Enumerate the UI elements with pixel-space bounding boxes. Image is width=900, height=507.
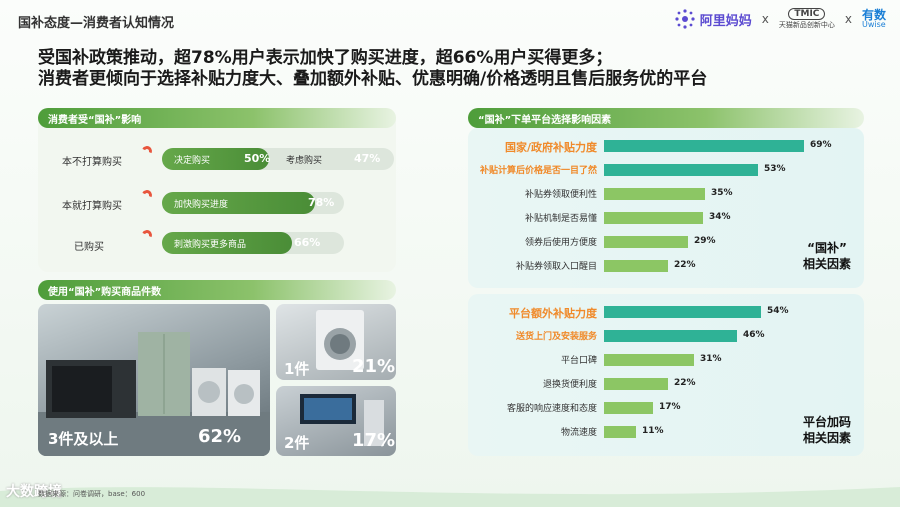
factors-header: “国补”下单平台选择影响因素 [468, 108, 864, 128]
cross-separator: x [844, 12, 852, 26]
factor-bar [604, 236, 688, 248]
factor-bar [604, 426, 636, 438]
influence-header: 消费者受“国补”影响 [38, 108, 396, 128]
appliance-image-large: 3件及以上 62% [38, 304, 270, 456]
influence-bar-fill [162, 232, 292, 254]
uwise-logo: 有数 Uwise [862, 9, 886, 29]
influence-bar-text: 刺激购买更多商品 [174, 240, 247, 250]
group-tag-line: 平台加码 [802, 415, 851, 429]
influence-bar-value: 66% [294, 236, 321, 249]
uwise-subtext: Uwise [861, 20, 886, 29]
headline-line-2: 消费者更倾向于选择补贴力度大、叠加额外补贴、优惠明确/价格透明且售后服务优的平台 [38, 69, 708, 89]
factor-value: 53% [764, 164, 786, 174]
factor-bar [604, 212, 703, 224]
washer-illustration [316, 310, 364, 370]
headline: 受国补政策推动，超78%用户表示加快了购买进度，超66%用户买得更多； 消费者更… [38, 48, 707, 90]
influence-bar: 刺激购买更多商品 66% [162, 232, 344, 254]
factor-label: 补贴券领取便利性 [524, 190, 597, 200]
factor-bar [604, 188, 705, 200]
pieces-header: 使用“国补”购买商品件数 [38, 280, 396, 300]
influence-bar: 加快购买进度 78% [162, 192, 344, 214]
factor-label: 补贴计算后价格是否一目了然 [479, 166, 597, 176]
logo-bar: 阿里妈妈 x TMIC 天猫新品创新中心 x 有数 Uwise [674, 8, 886, 30]
factor-group-bg [468, 294, 864, 456]
factor-label: 送货上门及安装服务 [515, 332, 597, 342]
influence-bar-text: 加快购买进度 [174, 200, 229, 210]
factor-bar [604, 330, 737, 342]
pieces-label: 3件及以上 [48, 430, 119, 448]
footer-brand: 大数跨境 [6, 484, 62, 500]
pieces-label: 1件 [284, 360, 310, 378]
pieces-label: 2件 [284, 434, 310, 452]
alimama-icon [675, 9, 695, 29]
appliance-image-tv: 2件 17% [276, 386, 396, 456]
influence-bar-fill [162, 192, 315, 214]
influence-bar-value: 50% [244, 152, 271, 165]
factor-bar [604, 402, 653, 414]
factor-value: 69% [810, 140, 832, 150]
group-tag-line: “国补” [807, 241, 847, 255]
influence-row-label: 本就打算购买 [62, 201, 122, 212]
factor-value: 11% [642, 426, 664, 436]
factor-value: 31% [700, 354, 722, 364]
factor-value: 35% [711, 188, 733, 198]
influence-bar-text-secondary: 考虑购买 [286, 156, 323, 166]
influence-bar-text: 决定购买 [174, 156, 211, 166]
tmic-subtext: 天猫新品创新中心 [778, 21, 835, 29]
influence-bar: 决定购买 50% 考虑购买 47% [162, 148, 394, 170]
factor-label: 物流速度 [560, 428, 597, 438]
factor-bar [604, 354, 694, 366]
alimama-text: 阿里妈妈 [699, 13, 752, 29]
appliance-illustration [38, 332, 270, 456]
factor-value: 46% [743, 330, 765, 340]
footer-wave [0, 487, 900, 507]
factor-label: 退换货便利度 [542, 380, 597, 390]
factor-label: 国家/政府补贴力度 [504, 141, 597, 154]
cross-separator: x [761, 12, 769, 26]
factor-value: 22% [674, 260, 696, 270]
factor-bar [604, 164, 758, 176]
tmic-text: TMIC [788, 8, 826, 20]
pieces-value: 62% [198, 426, 242, 447]
influence-bar-fill [162, 148, 269, 170]
group-tag: “国补” 相关因素 [790, 240, 864, 272]
influence-bar-value-secondary: 47% [354, 152, 381, 165]
appliance-image-washer: 1件 21% [276, 304, 396, 380]
group-tag: 平台加码 相关因素 [790, 414, 864, 446]
factor-label: 客服的响应速度和态度 [506, 404, 597, 414]
factor-bar [604, 260, 668, 272]
factor-label: 平台额外补贴力度 [509, 307, 597, 320]
group-tag-line: 相关因素 [802, 431, 851, 445]
alimama-logo: 阿里妈妈 [674, 8, 752, 30]
influence-bar-value: 78% [308, 196, 335, 209]
source-note: 数据来源：问卷调研，base：600 [38, 490, 146, 498]
factor-label: 补贴机制是否易懂 [524, 214, 597, 224]
factor-value: 54% [767, 306, 789, 316]
factor-value: 17% [659, 402, 681, 412]
factor-bar [604, 140, 804, 152]
page-title: 国补态度—消费者认知情况 [18, 16, 175, 31]
uwise-text: 有数 [861, 8, 886, 22]
pieces-value: 21% [352, 356, 396, 377]
factor-label: 领券后使用方便度 [524, 238, 597, 248]
factor-value: 22% [674, 378, 696, 388]
group-tag-line: 相关因素 [802, 257, 851, 271]
headline-line-1: 受国补政策推动，超78%用户表示加快了购买进度，超66%用户买得更多； [38, 48, 613, 68]
factor-value: 34% [709, 212, 731, 222]
factor-value: 29% [694, 236, 716, 246]
factor-bar [604, 306, 761, 318]
tmic-logo: TMIC 天猫新品创新中心 [779, 8, 835, 30]
factor-label: 补贴券领取入口醒目 [515, 262, 597, 272]
influence-row-label: 已购买 [74, 242, 104, 253]
influence-row-label: 本不打算购买 [62, 157, 122, 168]
factor-bar [604, 378, 668, 390]
tv-illustration [300, 394, 384, 446]
factor-label: 平台口碑 [560, 356, 597, 366]
pieces-value: 17% [352, 430, 396, 451]
